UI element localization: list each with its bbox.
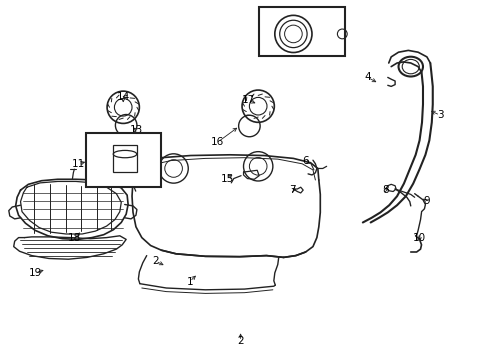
Text: 12: 12: [137, 147, 151, 157]
Text: 18: 18: [67, 233, 81, 243]
Bar: [85, 133, 161, 187]
Bar: [259, 7, 344, 56]
Text: 14: 14: [116, 92, 130, 102]
Text: 5: 5: [298, 9, 305, 19]
Bar: [113, 145, 137, 172]
Text: 9: 9: [422, 196, 429, 206]
Text: 13: 13: [130, 125, 143, 135]
Text: 15: 15: [220, 174, 234, 184]
Text: 10: 10: [412, 233, 425, 243]
Text: 11: 11: [71, 159, 85, 169]
Text: 16: 16: [210, 137, 224, 147]
Text: 17: 17: [241, 95, 255, 105]
Text: 8: 8: [381, 185, 388, 195]
Text: 2: 2: [237, 336, 244, 346]
Text: 1: 1: [186, 276, 193, 287]
Text: 2: 2: [152, 256, 159, 266]
Text: 3: 3: [436, 110, 443, 120]
Text: 6: 6: [302, 156, 308, 166]
Text: 4: 4: [364, 72, 370, 82]
Text: 19: 19: [28, 268, 42, 278]
Text: 7: 7: [288, 185, 295, 195]
